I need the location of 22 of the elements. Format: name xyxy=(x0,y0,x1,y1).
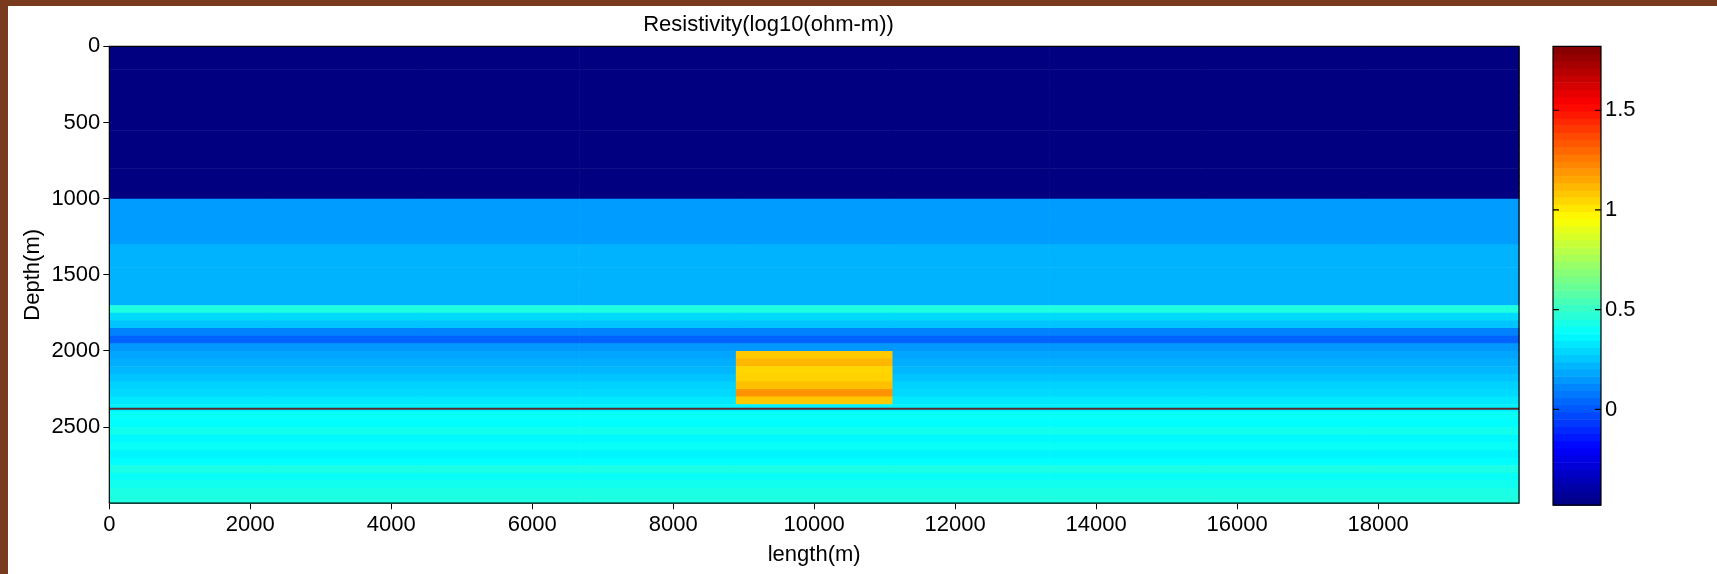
x-tick-label: 18000 xyxy=(1347,511,1409,537)
x-tick-label: 6000 xyxy=(507,511,557,537)
y-tick-label: 1500 xyxy=(51,260,101,286)
color-bar-label: 0.5 xyxy=(1605,295,1636,321)
x-tick-label: 2000 xyxy=(225,511,275,537)
y-tick-label: 2500 xyxy=(51,413,101,439)
y-tick-label: 2000 xyxy=(51,337,101,362)
x-tick-label: 4000 xyxy=(366,511,416,537)
color-bar-label: 1 xyxy=(1605,196,1618,222)
color-bar-label: 1.5 xyxy=(1605,96,1636,122)
y-tick-label: 1000 xyxy=(51,184,101,210)
chart-title: Resistivity(log10(ohm-m)) xyxy=(643,11,894,37)
x-tick-label: 12000 xyxy=(924,511,986,537)
color-bar-label: 0 xyxy=(1605,395,1618,421)
y-tick-label: 500 xyxy=(63,108,101,134)
x-tick-label: 8000 xyxy=(648,511,698,537)
x-axis-title: length(m) xyxy=(767,540,861,566)
y-tick-label: 0 xyxy=(88,32,101,58)
x-tick-label: 10000 xyxy=(783,511,845,537)
y-axis-title: Depth(m) xyxy=(19,228,45,321)
x-tick-label: 16000 xyxy=(1206,511,1268,537)
x-tick-label: 14000 xyxy=(1065,511,1127,537)
